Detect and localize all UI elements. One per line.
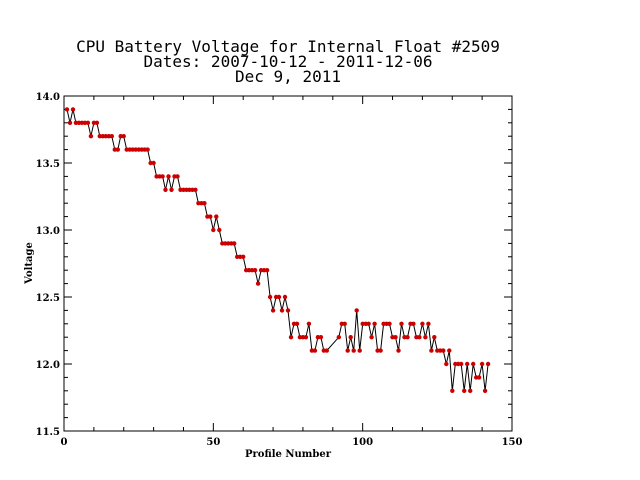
data-point bbox=[279, 308, 285, 313]
data-point bbox=[417, 335, 422, 340]
data-point bbox=[471, 361, 476, 367]
data-point bbox=[411, 321, 416, 326]
data-point bbox=[429, 348, 434, 353]
axis-ticks: 0 50 100 150 11.5 12.0 12.5 13.0 13.5 14.0 bbox=[36, 92, 523, 448]
data-point bbox=[306, 321, 312, 326]
data-point bbox=[393, 335, 398, 340]
x-tick-label: 50 bbox=[206, 437, 220, 448]
data-point bbox=[285, 308, 291, 313]
plot-frame bbox=[63, 95, 513, 432]
data-point bbox=[303, 335, 309, 340]
data-point bbox=[202, 201, 207, 206]
data-point bbox=[294, 321, 300, 326]
data-point bbox=[485, 361, 491, 367]
data-point bbox=[115, 147, 121, 152]
data-point bbox=[426, 321, 431, 326]
data-point bbox=[208, 214, 213, 219]
data-point bbox=[459, 361, 464, 367]
y-tick-label: 13.0 bbox=[36, 226, 60, 237]
data-point bbox=[276, 294, 282, 300]
data-point bbox=[267, 294, 273, 300]
x-tick-label: 100 bbox=[352, 437, 373, 448]
x-tick-label: 0 bbox=[61, 437, 68, 448]
data-point bbox=[450, 388, 455, 393]
data-point bbox=[432, 335, 437, 340]
data-point bbox=[465, 361, 470, 367]
data-point bbox=[270, 308, 276, 313]
data-point bbox=[482, 388, 488, 393]
x-axis-label: Profile Number bbox=[245, 449, 332, 460]
data-point bbox=[163, 187, 168, 192]
data-point bbox=[357, 348, 362, 353]
data-point bbox=[372, 321, 377, 326]
data-point bbox=[399, 321, 404, 326]
data-point bbox=[252, 268, 258, 273]
x-tick-label: 150 bbox=[502, 437, 523, 448]
data-point bbox=[476, 375, 482, 380]
data-point bbox=[369, 335, 374, 340]
chart-title-line-3: Dec 9, 2011 bbox=[235, 67, 341, 86]
data-point bbox=[324, 348, 329, 353]
data-point bbox=[166, 174, 171, 179]
y-tick-label: 11.5 bbox=[36, 427, 60, 438]
data-point bbox=[151, 160, 156, 166]
data-point bbox=[160, 174, 165, 179]
data-point bbox=[444, 361, 449, 367]
data-point bbox=[423, 335, 428, 340]
data-point bbox=[255, 281, 261, 286]
data-point bbox=[217, 227, 222, 233]
data-point bbox=[348, 335, 353, 340]
data-point bbox=[366, 321, 371, 326]
chart-title-line-1: CPU Battery Voltage for Internal Float #… bbox=[76, 37, 500, 56]
data-point bbox=[232, 241, 237, 246]
data-point bbox=[462, 388, 467, 393]
data-point bbox=[214, 214, 219, 219]
data-point bbox=[387, 321, 392, 326]
data-point bbox=[351, 348, 356, 353]
data-point bbox=[70, 107, 76, 112]
data-point bbox=[396, 348, 401, 353]
data-point bbox=[241, 254, 246, 259]
data-point bbox=[109, 134, 115, 139]
y-tick-label: 12.5 bbox=[36, 293, 60, 304]
data-point bbox=[312, 348, 318, 353]
series-layer bbox=[64, 107, 491, 393]
data-point bbox=[318, 335, 324, 340]
data-point bbox=[67, 120, 73, 126]
y-tick-label: 13.5 bbox=[36, 159, 60, 170]
data-point bbox=[468, 388, 473, 393]
data-point bbox=[288, 335, 294, 340]
data-point bbox=[420, 321, 425, 326]
y-tick-label: 12.0 bbox=[36, 360, 60, 371]
data-point bbox=[85, 120, 91, 126]
data-point bbox=[378, 348, 383, 353]
y-tick-label: 14.0 bbox=[36, 92, 60, 103]
data-point bbox=[94, 120, 100, 126]
data-point bbox=[405, 335, 410, 340]
data-point bbox=[345, 348, 350, 353]
data-point bbox=[479, 361, 485, 367]
data-point bbox=[354, 308, 359, 313]
data-point bbox=[211, 227, 216, 233]
y-axis-label: Voltage bbox=[24, 242, 35, 285]
data-point bbox=[336, 335, 341, 340]
data-point bbox=[88, 134, 94, 139]
data-point bbox=[121, 134, 126, 139]
data-point bbox=[193, 187, 198, 192]
data-point bbox=[264, 268, 270, 273]
data-point bbox=[169, 187, 174, 192]
data-point bbox=[175, 174, 180, 179]
data-point bbox=[145, 147, 150, 152]
data-point bbox=[441, 348, 446, 353]
chart-title-line-2: Dates: 2007-10-12 - 2011-12-06 bbox=[144, 52, 433, 71]
data-point bbox=[447, 348, 452, 353]
data-point bbox=[342, 321, 347, 326]
data-point bbox=[64, 107, 70, 112]
data-point bbox=[282, 294, 288, 300]
